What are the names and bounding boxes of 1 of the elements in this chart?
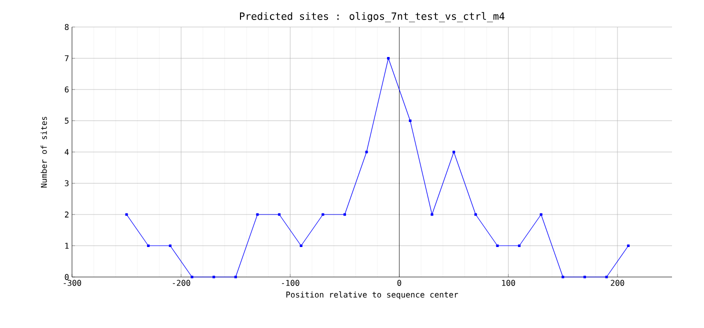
chart-title: Predicted sites : oligos_7nt_test_vs_ctrl_m4: [240, 12, 504, 22]
